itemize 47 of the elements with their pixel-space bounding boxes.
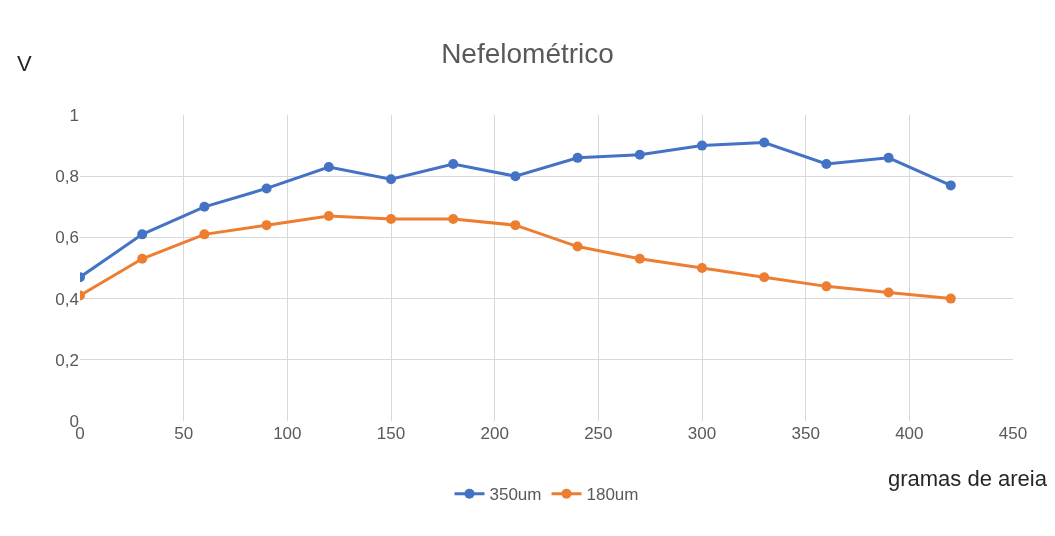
y-tick-label: 0,2 xyxy=(55,350,79,370)
point xyxy=(199,229,210,240)
point xyxy=(945,180,956,191)
legend-label: 350um xyxy=(489,485,542,505)
x-tick-label: 250 xyxy=(584,424,613,443)
point xyxy=(945,293,956,304)
point xyxy=(386,214,396,225)
x-tick-label: 350 xyxy=(791,424,820,443)
point xyxy=(137,229,148,240)
point xyxy=(821,158,832,169)
point xyxy=(323,210,334,221)
point xyxy=(510,171,521,182)
point xyxy=(386,174,396,185)
chart-title: Nefelométrico xyxy=(441,38,614,70)
x-tick-label: 450 xyxy=(998,424,1028,443)
x-tick-label: 50 xyxy=(174,424,194,443)
point xyxy=(261,183,272,194)
point xyxy=(510,220,521,231)
point xyxy=(697,140,707,151)
x-tick-label: 200 xyxy=(480,424,509,443)
point xyxy=(883,287,894,298)
point xyxy=(448,158,459,169)
x-tick-label: 150 xyxy=(376,424,406,443)
point xyxy=(448,214,459,225)
x-tick-label: 300 xyxy=(687,424,717,443)
point xyxy=(572,152,583,163)
point xyxy=(697,263,707,273)
point xyxy=(821,281,832,292)
point xyxy=(199,201,210,212)
point xyxy=(883,152,894,163)
x-tick-label: 100 xyxy=(273,424,302,443)
point xyxy=(261,220,272,231)
point xyxy=(634,253,645,264)
y-tick-label: 0,4 xyxy=(55,289,79,309)
point xyxy=(137,253,148,264)
y-tick-label: 1 xyxy=(69,105,79,125)
y-axis-title: V xyxy=(17,51,32,76)
point xyxy=(323,162,334,173)
point xyxy=(572,241,583,252)
x-tick-label: 400 xyxy=(895,424,924,443)
y-tick-label: 0,6 xyxy=(55,228,79,248)
point xyxy=(634,149,645,160)
y-tick-label: 0,8 xyxy=(55,167,79,187)
point xyxy=(759,272,770,283)
legend-label: 180um xyxy=(586,485,639,505)
x-axis-title: gramas de areia xyxy=(888,466,1048,491)
point xyxy=(759,137,770,148)
